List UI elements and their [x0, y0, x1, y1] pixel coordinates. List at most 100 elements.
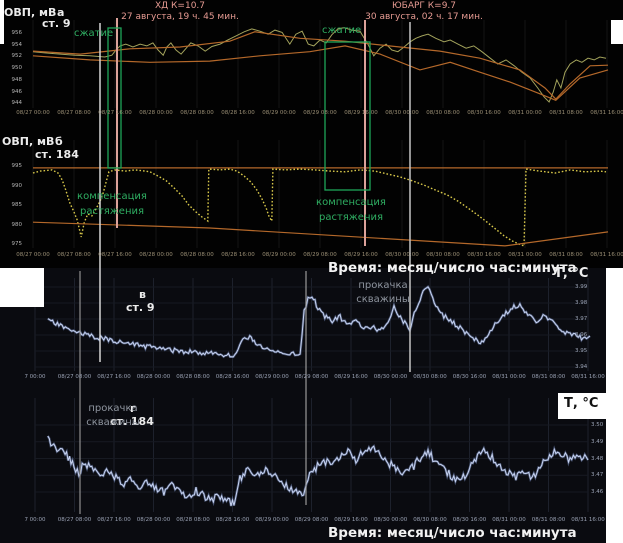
- well-pumping-line1: прокачка: [358, 280, 408, 291]
- earthquake-annotation-1: ХД К=10.7 27 августа, 19 ч. 45 мин.: [118, 1, 242, 23]
- x-tick-label: 08/29 08:00: [294, 374, 329, 380]
- y-tick-label: 975: [11, 241, 23, 247]
- x-tick-label: 08/29 00:00: [255, 374, 289, 380]
- y-tick-label: 3.46: [591, 489, 604, 495]
- panel-a-y-axis-title: ОВП, мВ: [4, 6, 57, 19]
- x-tick-label: 08/31 08:00: [531, 517, 566, 523]
- time-axis-title-mid: Время: месяц/число час:минута: [328, 260, 577, 276]
- x-tick-label: 08/31 16:00: [571, 517, 605, 523]
- x-tick-label: 08/31 00:00: [492, 517, 526, 523]
- x-tick-label: 08/27 00:00: [16, 252, 50, 258]
- y-tick-label: 3.94: [575, 364, 588, 370]
- x-tick-label: 08/29 00:00: [255, 517, 289, 523]
- tension-compensation-line2: растяжения: [318, 212, 384, 223]
- x-tick-label: 08/31 08:00: [531, 374, 566, 380]
- tension-compensation-annotation-left: компенсация растяжения: [75, 189, 149, 219]
- series-halo-temp-st184: [46, 435, 590, 507]
- y-tick-label: 952: [11, 53, 23, 60]
- x-tick-label: 08/29 00:00: [262, 252, 296, 258]
- x-tick-label: 08/29 16:00: [334, 517, 368, 523]
- x-tick-label: 08/29 00:00: [262, 110, 296, 116]
- tension-compensation-line1: компенсация: [316, 197, 386, 208]
- panel-d-temp-unit: Т, °С: [564, 396, 599, 411]
- panel-a-station: ст. 9: [42, 17, 71, 30]
- x-tick-label: 08/28 00:00: [139, 110, 173, 116]
- earthquake-1-time: 27 августа, 19 ч. 45 мин.: [121, 12, 239, 22]
- x-tick-label: 08/28 16:00: [215, 517, 250, 523]
- series-envelope-lower: [32, 45, 609, 102]
- x-tick-label: 08/31 16:00: [571, 374, 605, 380]
- x-tick-label: 08/27 08:00: [57, 110, 91, 116]
- time-axis-title-bottom: Время: месяц/число час:минута: [328, 525, 577, 541]
- white-margin-patch: [611, 20, 623, 44]
- compression-annotation-left: сжатие: [74, 28, 114, 39]
- x-tick-label: 08/29 16:00: [334, 374, 368, 380]
- panel-b-y-axis-title: ОВП, мВ: [2, 135, 55, 148]
- white-margin-patch: [606, 268, 623, 543]
- x-tick-label: 08/31 16:00: [590, 110, 623, 116]
- x-tick-label: 08/30 16:00: [452, 374, 487, 380]
- x-tick-label: 08/28 08:00: [176, 517, 210, 523]
- x-tick-label: 08/27 16:00: [97, 517, 131, 523]
- panel-a-letter: а: [57, 6, 65, 19]
- panel-c-temp-unit: Т, °С: [554, 266, 589, 281]
- x-tick-label: 08/31 08:00: [549, 252, 583, 258]
- x-tick-label: 08/30 08:00: [413, 517, 447, 523]
- panel-b-station: ст. 184: [35, 148, 79, 161]
- x-tick-label: 08/30 08:00: [426, 110, 460, 116]
- compression-box-left: [107, 27, 122, 169]
- x-tick-label: 08/27 16:00: [98, 252, 132, 258]
- y-tick-label: 944: [11, 100, 23, 107]
- white-margin-patch: [0, 268, 44, 307]
- x-tick-label: 08/29 16:00: [344, 252, 378, 258]
- x-tick-label: 08/30 08:00: [413, 374, 447, 380]
- x-tick-label: 08/28 08:00: [180, 110, 214, 116]
- y-tick-label: 950: [11, 65, 23, 72]
- series-ovp-st9: [32, 27, 607, 103]
- x-tick-label: 08/31 16:00: [590, 252, 623, 258]
- x-tick-label: 08/28 16:00: [221, 110, 255, 116]
- x-tick-label: 08/30 16:00: [452, 517, 487, 523]
- x-tick-label: 08/30 08:00: [426, 252, 460, 258]
- y-tick-label: 995: [11, 163, 23, 169]
- y-tick-label: 3.96: [575, 332, 588, 338]
- tension-compensation-annotation-right: компенсация растяжения: [314, 195, 388, 225]
- x-tick-label: 08/31 00:00: [508, 252, 542, 258]
- x-tick-label: 7 00:00: [24, 517, 46, 523]
- x-tick-label: 08/31 00:00: [492, 374, 526, 380]
- y-tick-label: 3.98: [575, 300, 588, 306]
- x-tick-label: 08/30 00:00: [385, 110, 419, 116]
- y-tick-label: 3.50: [591, 422, 604, 428]
- x-tick-label: 08/30 16:00: [467, 110, 501, 116]
- x-tick-label: 08/27 16:00: [98, 110, 132, 116]
- compression-annotation-right: сжатие: [322, 25, 362, 36]
- panel-d-letter: г: [130, 402, 136, 415]
- x-tick-label: 08/28 00:00: [139, 252, 173, 258]
- panel-c-letter: в: [139, 288, 146, 301]
- x-tick-label: 08/27 00:00: [16, 110, 50, 116]
- tension-compensation-line2: растяжения: [79, 206, 145, 217]
- y-tick-label: 3.47: [591, 472, 604, 479]
- y-tick-label: 980: [11, 221, 23, 228]
- y-tick-label: 3.97: [575, 316, 588, 322]
- y-tick-label: 956: [11, 30, 23, 36]
- x-tick-label: 08/29 16:00: [344, 110, 378, 116]
- x-tick-label: 7 00:00: [24, 374, 46, 380]
- well-pumping-annotation-d: прокачка скважины: [82, 402, 144, 430]
- y-tick-label: 946: [11, 88, 23, 95]
- well-pumping-line1: прокачка: [88, 403, 138, 414]
- y-tick-label: 3.99: [575, 284, 588, 290]
- white-margin-patch: [0, 0, 4, 44]
- x-tick-label: 08/27 08:00: [57, 252, 91, 258]
- panel-d-station: ст. 184: [110, 415, 154, 428]
- series-envelope-bottom: [32, 221, 609, 247]
- x-tick-label: 08/31 00:00: [508, 110, 542, 116]
- tension-compensation-line1: компенсация: [77, 191, 147, 202]
- x-tick-label: 08/27 08:00: [57, 517, 92, 523]
- x-tick-label: 08/29 08:00: [303, 252, 337, 258]
- x-tick-label: 08/28 16:00: [215, 374, 250, 380]
- series-envelope-upper: [32, 31, 609, 100]
- x-tick-label: 08/30 16:00: [467, 252, 501, 258]
